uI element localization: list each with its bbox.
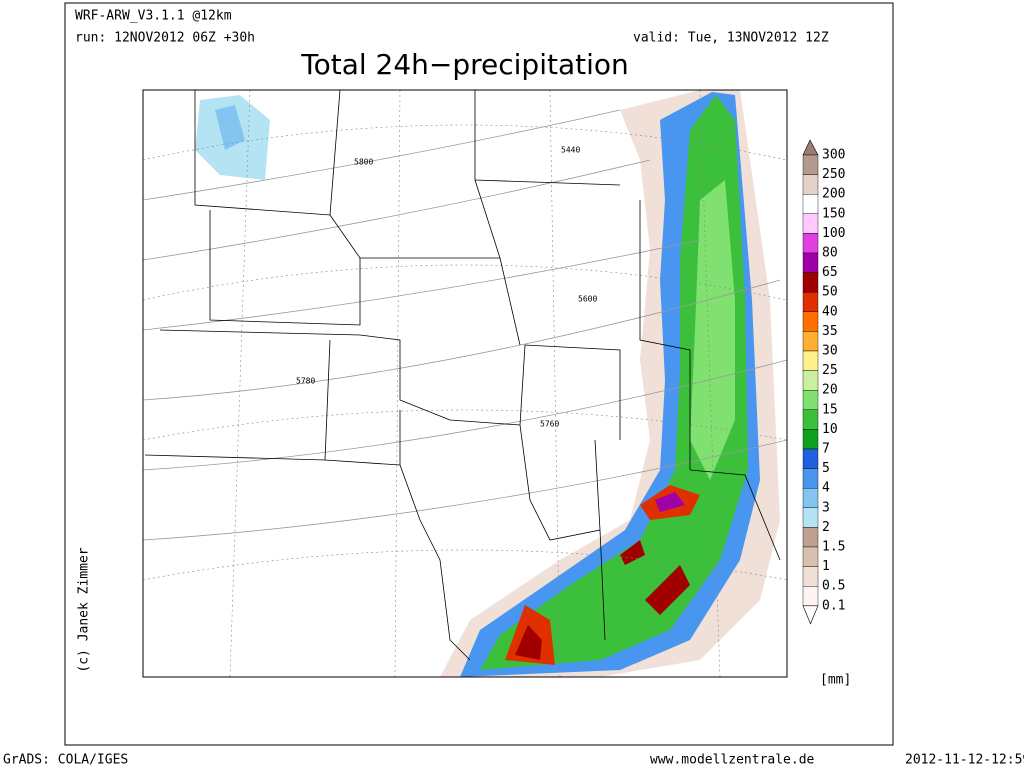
height-contours [143,109,787,541]
legend-swatch [802,468,819,489]
legend-swatch [802,311,819,332]
legend-swatch [802,292,819,313]
legend-label: 3 [822,500,830,515]
software-credit: GrADS: COLA/IGES [3,753,128,768]
legend-swatch [802,586,819,607]
legend-label: 5 [822,461,830,476]
legend-label: 200 [822,187,845,202]
legend-label: 15 [822,402,838,417]
timestamp: 2012-11-12-12:59 [905,753,1024,768]
legend-unit: [mm] [820,673,851,688]
legend-label: 10 [822,422,838,437]
precip-lightgreen [690,180,735,480]
legend-label: 300 [822,148,845,163]
legend-label: 4 [822,481,830,496]
contour-label: 5440 [561,146,580,155]
legend-swatch [802,213,819,234]
legend-label: 2 [822,520,830,535]
map-border [142,89,788,678]
precip-darkred [515,625,542,660]
legend-swatch [802,429,819,450]
legend-swatch [802,233,819,254]
legend-swatch [802,409,819,430]
legend-swatch [802,390,819,411]
legend-label: 65 [822,265,838,280]
precip-northwest-2 [215,105,245,150]
legend-swatch [802,331,819,352]
model-label: WRF-ARW_V3.1.1 @12km [75,9,232,24]
legend-label: 30 [822,344,838,359]
legend-label: 35 [822,324,838,339]
legend-label: 40 [822,304,838,319]
state-borders [144,90,781,661]
legend-swatch [802,370,819,391]
legend-swatch [802,174,819,195]
legend-swatch [802,527,819,548]
legend-label: 0.5 [822,579,845,594]
legend-swatch [802,546,819,567]
website: www.modellzentrale.de [650,753,815,768]
legend-swatch [802,193,819,214]
legend-swatch [802,566,819,587]
precip-green [480,95,748,670]
legend-swatch [802,488,819,509]
legend-top-arrow [802,139,819,156]
contour-label: 5760 [540,420,559,429]
legend-label: 7 [822,442,830,457]
legend-label: 150 [822,206,845,221]
legend-swatch [802,448,819,469]
legend-label: 1.5 [822,540,845,555]
legend-bottom-arrow [802,605,819,625]
color-legend: 300 250 200 150 100 80 65 50 40 35 30 25 20 15 10 7 5 4 3 2… [802,139,845,625]
contour-label: 5600 [578,295,597,304]
frame [64,2,894,746]
legend-label: 80 [822,246,838,261]
legend-swatch [802,507,819,528]
legend-swatch [802,272,819,293]
credit: (c) Janek Zimmer [77,547,92,672]
map: 5800 5440 5600 5780 5760 (c) Janek Zimme… [77,89,788,678]
legend-label: 50 [822,285,838,300]
legend-label: 1 [822,559,830,574]
legend-label: 25 [822,363,838,378]
precip-red4 [620,540,645,565]
valid-label: valid: Tue, 13NOV2012 12Z [633,31,829,46]
precip-red2 [645,565,690,615]
legend-swatch [802,252,819,273]
legend-label: 100 [822,226,845,241]
contour-label: 5800 [354,158,373,167]
contour-label: 5780 [296,377,315,386]
legend-swatch [802,154,819,175]
legend-swatch [802,350,819,371]
precip-purple [655,492,685,512]
run-label: run: 12NOV2012 06Z +30h [75,31,255,46]
legend-label: 0.1 [822,598,845,613]
legend-label: 250 [822,167,845,182]
map-title: Total 24h−precipitation [300,48,629,81]
legend-label: 20 [822,383,838,398]
